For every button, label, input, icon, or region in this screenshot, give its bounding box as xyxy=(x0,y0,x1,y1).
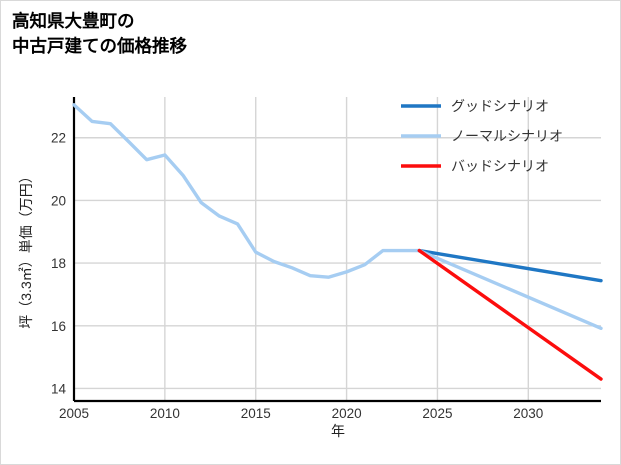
x-tick-label: 2005 xyxy=(59,406,89,421)
y-tick-label: 20 xyxy=(51,193,66,208)
series-line xyxy=(72,103,421,279)
x-tick-label: 2030 xyxy=(513,406,543,421)
x-tick-labels: 2005 2010 2015 2020 2025 2030 xyxy=(59,406,543,421)
gridlines xyxy=(73,97,601,401)
x-tick-label: 2010 xyxy=(150,406,180,421)
series-line xyxy=(417,248,603,330)
legend-label: バッドシナリオ xyxy=(451,158,549,174)
legend-label: グッドシナリオ xyxy=(451,98,549,114)
y-tick-label: 18 xyxy=(51,256,66,271)
chart-title: 高知県大豊町の 中古戸建ての価格推移 xyxy=(12,11,187,56)
x-tick-label: 2015 xyxy=(241,406,271,421)
data-series-layer xyxy=(72,103,603,381)
x-tick-label: 2025 xyxy=(422,406,452,421)
x-axis-title: 年 xyxy=(331,423,345,439)
x-tick-label: 2020 xyxy=(332,406,362,421)
y-tick-label: 14 xyxy=(51,381,67,396)
series-line xyxy=(417,248,603,283)
y-tick-label: 22 xyxy=(51,131,66,146)
series-line xyxy=(417,248,603,381)
y-axis-title: 坪（3.3㎡）単価（万円） xyxy=(18,169,34,328)
axis-lines xyxy=(72,97,601,403)
y-tick-labels: 14 16 18 20 22 xyxy=(51,131,67,397)
legend-label: ノーマルシナリオ xyxy=(451,128,563,144)
y-tick-label: 16 xyxy=(51,319,66,334)
